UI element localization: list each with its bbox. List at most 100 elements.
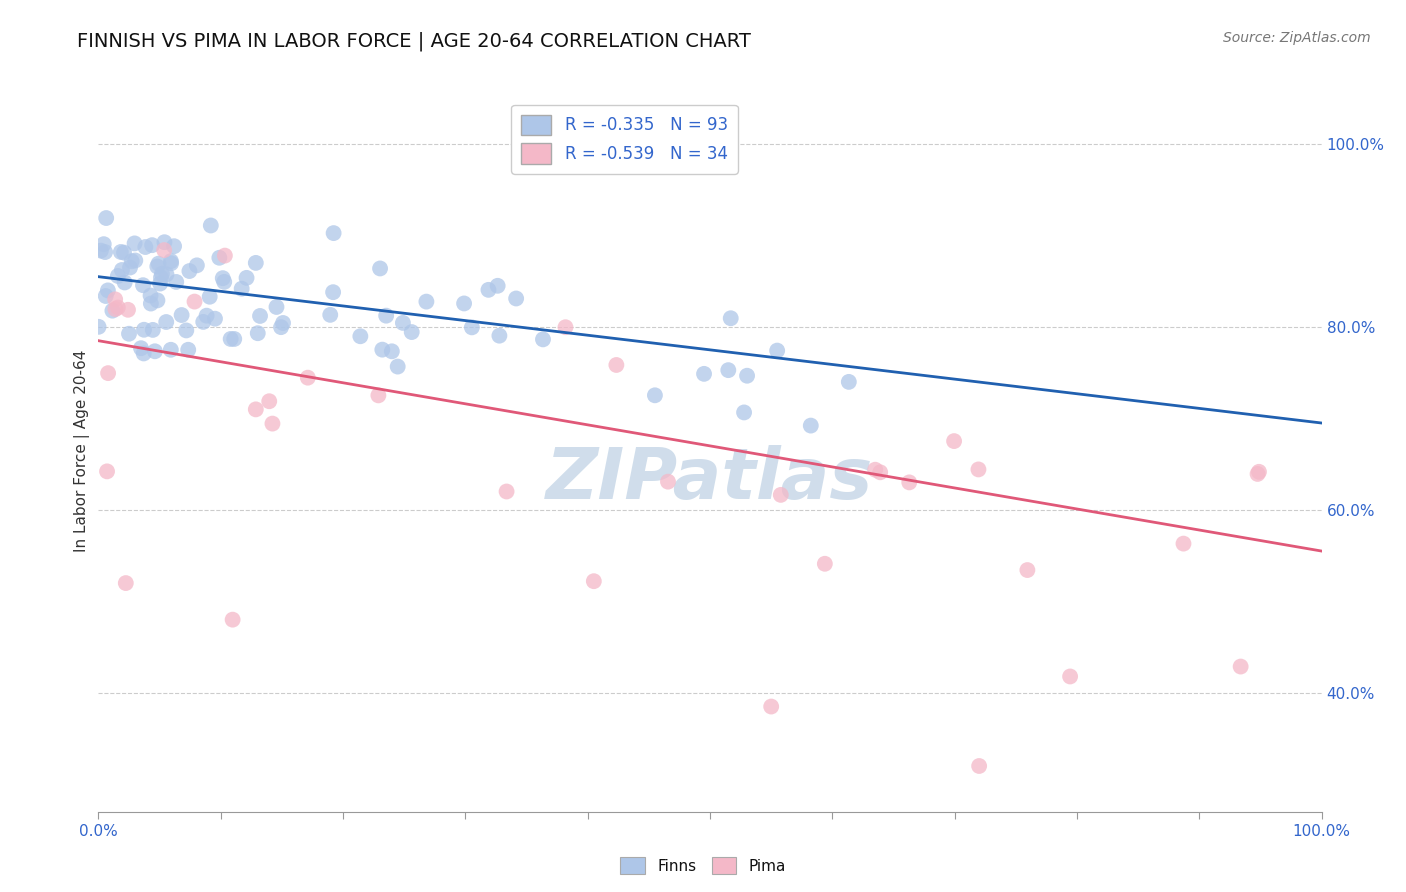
Point bbox=[183, 294, 205, 309]
Point bbox=[270, 320, 292, 334]
Point bbox=[554, 320, 576, 334]
Point bbox=[297, 370, 319, 384]
Point bbox=[160, 254, 183, 268]
Point bbox=[869, 465, 891, 479]
Point bbox=[129, 341, 152, 355]
Point bbox=[141, 238, 163, 252]
Point bbox=[368, 261, 391, 276]
Point bbox=[155, 268, 177, 282]
Point bbox=[94, 289, 117, 303]
Point bbox=[717, 363, 740, 377]
Point bbox=[121, 254, 143, 268]
Point bbox=[800, 418, 823, 433]
Point bbox=[200, 219, 222, 233]
Point bbox=[262, 417, 284, 431]
Point bbox=[761, 699, 783, 714]
Point bbox=[177, 343, 200, 357]
Point bbox=[96, 211, 118, 225]
Point bbox=[132, 323, 155, 337]
Point bbox=[139, 296, 162, 310]
Point bbox=[349, 329, 371, 343]
Point bbox=[322, 285, 344, 300]
Point bbox=[943, 434, 966, 449]
Point bbox=[477, 283, 499, 297]
Point bbox=[104, 302, 127, 317]
Point bbox=[160, 343, 183, 357]
Point bbox=[212, 275, 235, 289]
Point bbox=[211, 271, 233, 285]
Point bbox=[124, 253, 146, 268]
Point bbox=[132, 346, 155, 360]
Point bbox=[149, 270, 172, 285]
Point bbox=[221, 613, 243, 627]
Point bbox=[319, 308, 342, 322]
Point bbox=[208, 251, 231, 265]
Point bbox=[657, 475, 679, 489]
Point bbox=[150, 267, 173, 281]
Point bbox=[967, 462, 990, 476]
Point bbox=[461, 320, 484, 334]
Point bbox=[97, 284, 120, 298]
Text: ZIPatlas: ZIPatlas bbox=[547, 445, 873, 514]
Point bbox=[257, 394, 280, 409]
Point bbox=[107, 268, 129, 283]
Point bbox=[392, 316, 415, 330]
Point bbox=[87, 319, 110, 334]
Point bbox=[1246, 467, 1268, 481]
Text: FINNISH VS PIMA IN LABOR FORCE | AGE 20-64 CORRELATION CHART: FINNISH VS PIMA IN LABOR FORCE | AGE 20-… bbox=[77, 31, 751, 51]
Point bbox=[118, 260, 141, 275]
Point bbox=[114, 576, 136, 591]
Point bbox=[1229, 659, 1251, 673]
Point bbox=[134, 240, 156, 254]
Point bbox=[246, 326, 269, 341]
Point bbox=[149, 277, 172, 291]
Point bbox=[93, 237, 115, 252]
Point bbox=[179, 264, 201, 278]
Point bbox=[117, 302, 139, 317]
Text: Source: ZipAtlas.com: Source: ZipAtlas.com bbox=[1223, 31, 1371, 45]
Point bbox=[139, 288, 162, 302]
Point bbox=[97, 366, 120, 380]
Point bbox=[143, 344, 166, 359]
Point bbox=[96, 464, 118, 478]
Point bbox=[101, 303, 124, 318]
Point bbox=[132, 278, 155, 293]
Point bbox=[146, 293, 169, 308]
Point bbox=[766, 343, 789, 358]
Point bbox=[90, 244, 112, 258]
Point bbox=[114, 276, 136, 290]
Point bbox=[387, 359, 409, 374]
Point bbox=[153, 243, 176, 257]
Point bbox=[193, 315, 215, 329]
Point bbox=[153, 235, 176, 250]
Point bbox=[146, 260, 169, 274]
Point bbox=[170, 308, 193, 322]
Point bbox=[195, 309, 218, 323]
Point bbox=[165, 275, 187, 289]
Point bbox=[245, 256, 267, 270]
Point bbox=[1017, 563, 1039, 577]
Point bbox=[124, 236, 146, 251]
Point bbox=[107, 301, 129, 315]
Legend: Finns, Pima: Finns, Pima bbox=[614, 851, 792, 880]
Point bbox=[224, 332, 246, 346]
Point bbox=[94, 245, 117, 260]
Point bbox=[486, 278, 509, 293]
Point bbox=[967, 759, 990, 773]
Point bbox=[110, 244, 132, 259]
Point bbox=[720, 311, 742, 326]
Point bbox=[112, 245, 135, 260]
Point bbox=[198, 290, 221, 304]
Point bbox=[186, 258, 208, 272]
Point bbox=[531, 332, 554, 346]
Point bbox=[1059, 669, 1081, 683]
Point bbox=[582, 574, 605, 589]
Point bbox=[1247, 465, 1270, 479]
Point bbox=[148, 257, 170, 271]
Point bbox=[245, 402, 267, 417]
Point bbox=[271, 316, 294, 330]
Point bbox=[249, 309, 271, 323]
Point bbox=[174, 323, 197, 337]
Point bbox=[155, 315, 177, 329]
Point bbox=[863, 463, 886, 477]
